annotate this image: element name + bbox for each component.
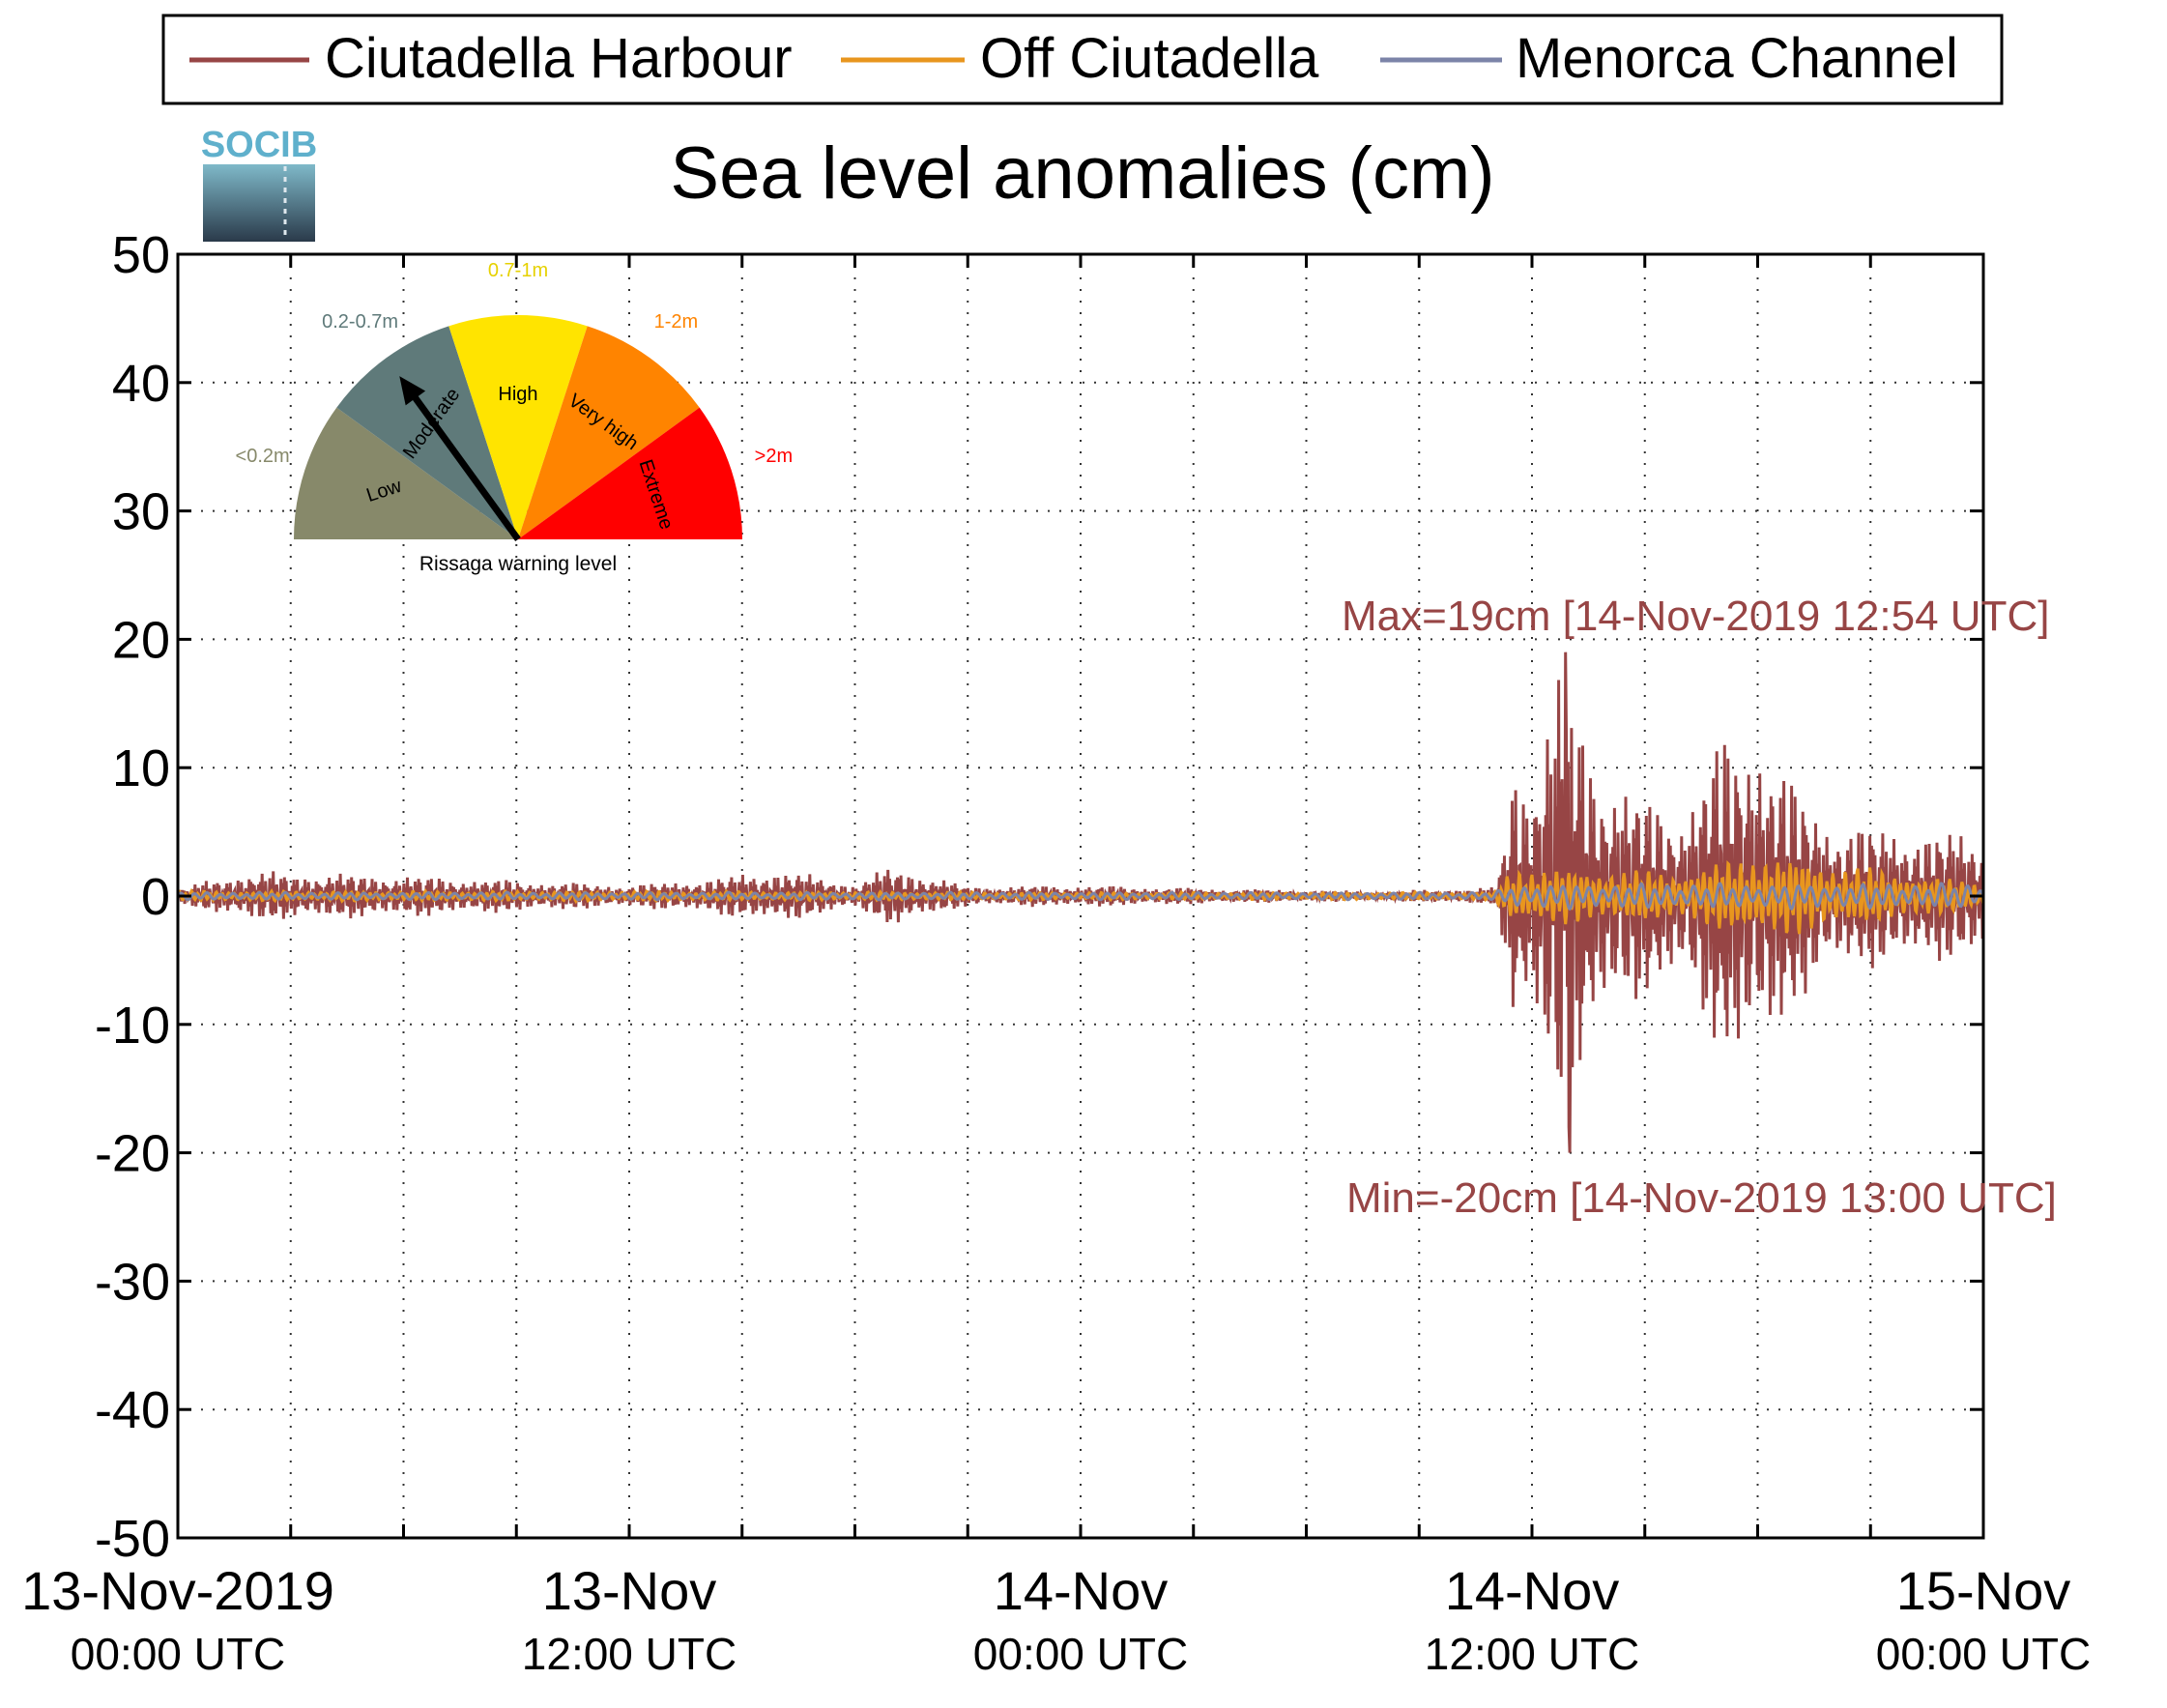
x-tick-label-date: 13-Nov bbox=[542, 1560, 717, 1621]
x-tick-label-date: 13-Nov-2019 bbox=[21, 1560, 334, 1621]
rissaga-gauge: Low Moderate High Very high Extreme <0.2… bbox=[236, 260, 794, 575]
legend-label-menorca-channel: Menorca Channel bbox=[1516, 27, 1958, 90]
gauge-label-high: High bbox=[498, 384, 537, 405]
x-tick-label-time: 12:00 UTC bbox=[522, 1629, 737, 1679]
y-tick-label: 30 bbox=[112, 483, 170, 541]
gauge-range-very-high: 1-2m bbox=[654, 311, 699, 333]
x-tick-label-time: 00:00 UTC bbox=[1876, 1629, 2091, 1679]
y-axis: -50 -40 -30 -20 -10 0 10 20 30 40 50 bbox=[95, 226, 1983, 1568]
x-tick-label-date: 14-Nov bbox=[1445, 1560, 1620, 1621]
legend-box bbox=[161, 14, 2004, 105]
x-tick-label-time: 00:00 UTC bbox=[973, 1629, 1188, 1679]
x-tick-label-time: 12:00 UTC bbox=[1425, 1629, 1639, 1679]
x-tick-label-time: 00:00 UTC bbox=[71, 1629, 285, 1679]
x-tick-label-date: 14-Nov bbox=[994, 1560, 1169, 1621]
series-line-menorca-channel bbox=[176, 882, 1985, 912]
y-tick-label: 0 bbox=[141, 868, 170, 926]
gauge-range-low: <0.2m bbox=[236, 446, 290, 467]
gauge-segment-moderate bbox=[336, 326, 518, 539]
legend-label-off-ciutadella: Off Ciutadella bbox=[980, 27, 1319, 90]
y-tick-label: 10 bbox=[112, 739, 170, 797]
gauge-range-moderate: 0.2-0.7m bbox=[322, 311, 398, 333]
max-annotation: Max=19cm [14-Nov-2019 12:54 UTC] bbox=[1342, 593, 2049, 640]
y-tick-label: -30 bbox=[95, 1253, 170, 1311]
y-tick-label: 40 bbox=[112, 355, 170, 413]
gauge-range-high: 0.7-1m bbox=[488, 260, 548, 281]
legend: Ciutadella Harbour Off Ciutadella Menorc… bbox=[161, 14, 2004, 105]
socib-logo: SOCIB bbox=[201, 125, 317, 242]
y-tick-label: 20 bbox=[112, 611, 170, 669]
y-tick-label: -50 bbox=[95, 1510, 170, 1568]
gauge-segment-high bbox=[448, 314, 588, 539]
gauge-segment-very-high bbox=[518, 326, 700, 539]
chart-title: Sea level anomalies (cm) bbox=[670, 132, 1494, 215]
x-tick-label-date: 15-Nov bbox=[1896, 1560, 2071, 1621]
gauge-caption: Rissaga warning level bbox=[419, 553, 617, 575]
y-tick-label: -20 bbox=[95, 1125, 170, 1183]
y-tick-label: 50 bbox=[112, 226, 170, 284]
gauge-needle-arrowhead bbox=[399, 376, 426, 406]
gauge-needle bbox=[410, 391, 521, 542]
x-axis: 13-Nov-2019 00:00 UTC 13-Nov 12:00 UTC 14-No… bbox=[21, 254, 2091, 1679]
y-tick-label: -40 bbox=[95, 1381, 170, 1439]
logo-text: SOCIB bbox=[201, 125, 317, 165]
legend-label-ciutadella-harbour: Ciutadella Harbour bbox=[325, 27, 793, 90]
gauge-segment-extreme bbox=[518, 407, 742, 539]
gauge-range-extreme: >2m bbox=[755, 446, 793, 467]
gauge-segment-low bbox=[294, 407, 518, 539]
min-annotation: Min=-20cm [14-Nov-2019 13:00 UTC] bbox=[1346, 1174, 2057, 1222]
series-lines bbox=[176, 651, 1985, 1153]
y-tick-label: -10 bbox=[95, 997, 170, 1055]
